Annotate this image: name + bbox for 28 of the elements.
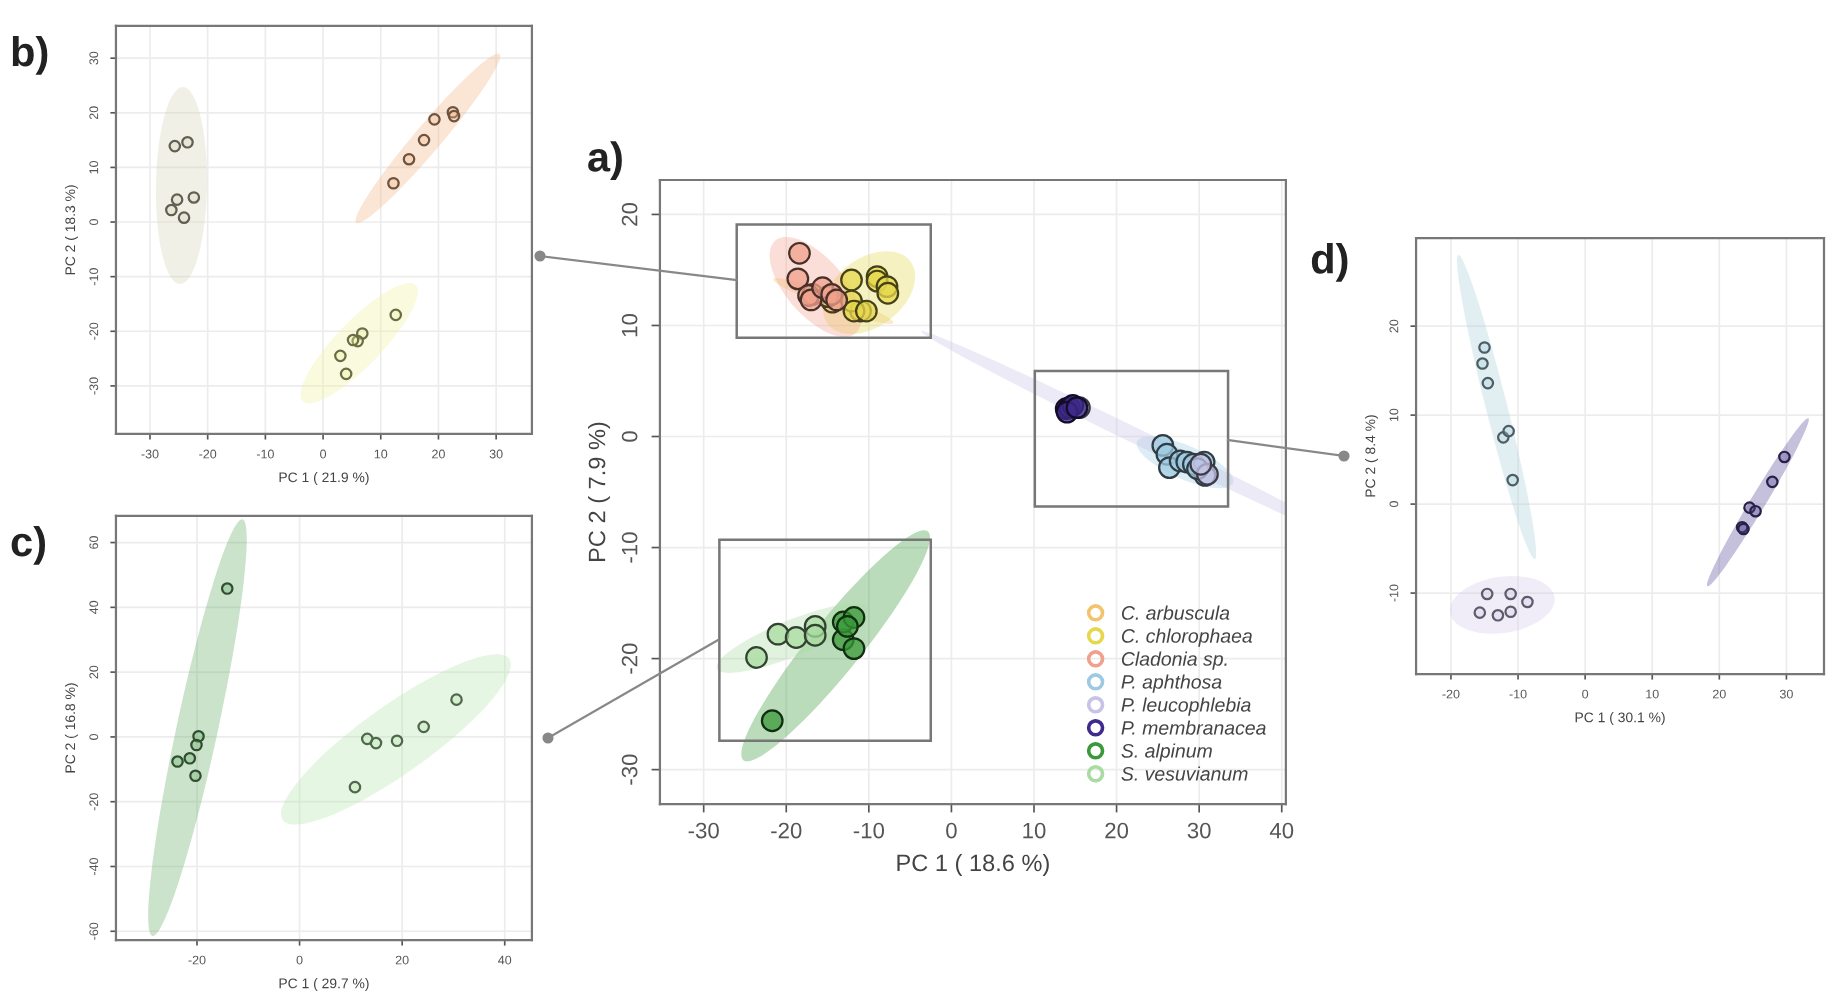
- y-tick-label: 20: [621, 202, 638, 226]
- x-tick-label: -30: [688, 822, 719, 839]
- legend-label: P. aphthosa: [1121, 674, 1222, 693]
- chart-title: c): [11, 525, 46, 565]
- x-tick-label: -10: [853, 822, 885, 839]
- legend-label: S. alpinum: [1121, 743, 1212, 762]
- y-tick-label: -20: [621, 643, 638, 674]
- x-tick-label: 10: [1023, 822, 1046, 839]
- y-tick-label: 0: [621, 431, 638, 442]
- y-tick-label: 10: [621, 313, 638, 337]
- x-tick-label: 40: [1269, 822, 1294, 839]
- y-axis-title: PC 2 ( 7.9 %): [588, 422, 611, 561]
- chart-title: d): [1311, 243, 1348, 282]
- chart-title: b): [12, 35, 48, 75]
- x-tick-label: 20: [1105, 822, 1129, 839]
- legend-label: S. vesuvianum: [1121, 766, 1248, 781]
- y-tick-label: -10: [621, 532, 638, 563]
- legend-label: C. chlorophaea: [1121, 628, 1253, 647]
- legend-label: P. leucophlebia: [1121, 697, 1251, 716]
- x-tick-label: 30: [1187, 822, 1211, 839]
- legend-label: Cladonia sp.: [1121, 651, 1227, 670]
- legend-label: P. membranacea: [1121, 720, 1266, 735]
- x-axis-title: PC 1 ( 18.6 %): [897, 853, 1049, 876]
- x-tick-label: 0: [946, 822, 957, 839]
- y-tick-label: -30: [621, 754, 638, 785]
- chart-title: a): [588, 141, 622, 181]
- legend-label: C. arbuscula: [1121, 605, 1230, 620]
- x-tick-label: -20: [771, 822, 802, 839]
